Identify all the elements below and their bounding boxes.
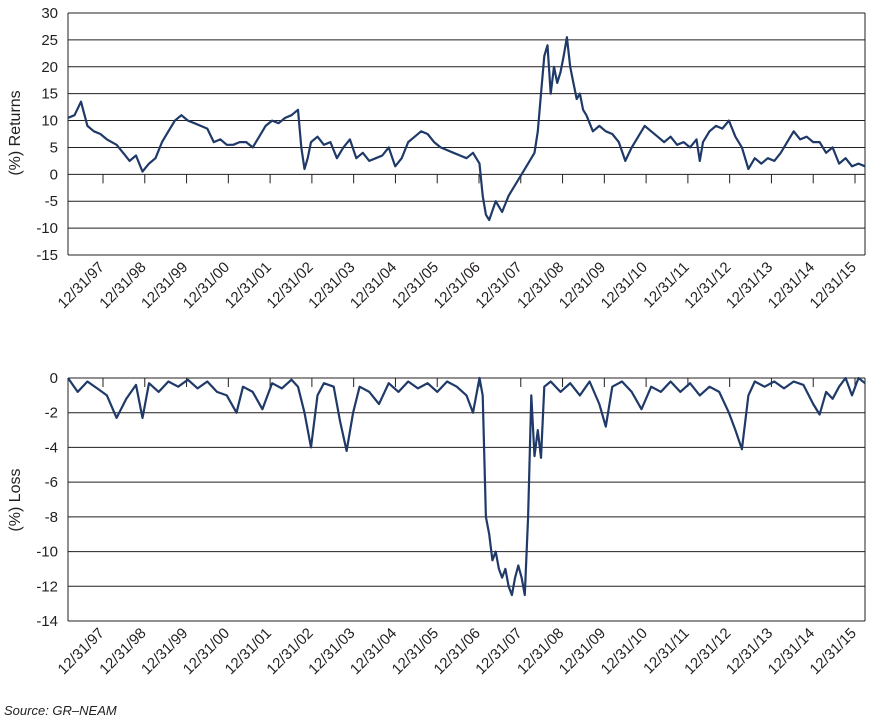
y-tick-label: 20 — [41, 59, 58, 76]
y-tick-label: -10 — [36, 220, 58, 237]
y-tick-label: -5 — [45, 193, 58, 210]
y-tick-label: 15 — [41, 86, 58, 103]
y-tick-label: -2 — [45, 405, 58, 422]
y-tick-label: -15 — [36, 247, 58, 264]
y-tick-label: -6 — [45, 474, 58, 491]
y-tick-label: 0 — [50, 166, 58, 183]
y-tick-label: 25 — [41, 32, 58, 49]
y-tick-label: -8 — [45, 509, 58, 526]
source-note: Source: GR–NEAM — [4, 703, 117, 718]
y-tick-label: -12 — [36, 578, 58, 595]
y-tick-label: -4 — [45, 439, 58, 456]
y-tick-label: -10 — [36, 544, 58, 561]
series-line — [67, 376, 866, 597]
y-tick-label: 0 — [50, 370, 58, 387]
x-tick-label: 12/31/15 — [807, 259, 860, 312]
y-axis-title: (%) Loss — [7, 468, 24, 531]
y-tick-label: 10 — [41, 113, 58, 130]
x-tick-label: 12/31/10 — [598, 259, 651, 312]
returns-chart: 302520151050-5-10-1512/31/9712/31/9812/3… — [7, 5, 866, 312]
x-tick-label: 12/31/15 — [807, 625, 860, 678]
loss-chart: 0-2-4-6-8-10-12-1412/31/9712/31/9812/31/… — [7, 370, 866, 678]
series-line — [67, 36, 866, 222]
y-tick-label: 5 — [50, 139, 58, 156]
x-tick-label: 12/31/10 — [598, 625, 651, 678]
y-tick-label: 30 — [41, 5, 58, 22]
y-axis-title: (%) Returns — [7, 90, 24, 175]
y-tick-label: -14 — [36, 613, 58, 630]
